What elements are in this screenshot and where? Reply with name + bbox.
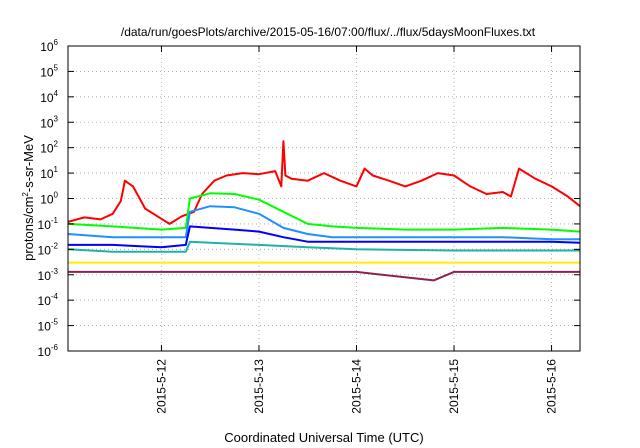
x-tick-label: 2015-5-14 [350,359,364,414]
y-tick-label: 100 [40,191,58,207]
y-tick-exponent: -2 [51,241,59,250]
y-tick-label: 106 [40,38,58,54]
x-axis-label: Coordinated Universal Time (UTC) [224,430,423,445]
y-axis-label-rest: -s-sr-MeV [21,135,36,192]
y-tick-base: 10 [38,320,52,334]
y-tick-exponent: 0 [54,191,59,200]
y-tick-exponent: 6 [54,38,59,47]
y-tick-base: 10 [38,294,52,308]
y-tick-exponent: 1 [54,165,59,174]
y-tick-exponent: 2 [54,140,59,149]
y-tick-exponent: -3 [51,267,59,276]
y-tick-base: 10 [40,167,54,181]
y-tick-exponent: -5 [51,318,59,327]
series-line-5 [67,240,580,253]
y-tick-label: 10-6 [38,343,59,359]
y-tick-label: 10-3 [38,267,59,283]
y-tick-base: 10 [38,243,52,257]
y-tick-base: 10 [40,142,54,156]
grid [68,46,580,351]
chart-title: /data/run/goesPlots/archive/2015-05-16/0… [121,25,536,39]
series-line-7 [68,270,580,282]
series-line-2 [67,192,581,233]
x-tick-label: 2015-5-13 [252,359,266,414]
y-tick-label: 10-2 [38,241,59,257]
series-line-4 [68,225,581,249]
y-tick-exponent: 5 [54,63,59,72]
y-tick-base: 10 [38,345,52,359]
y-axis: 10-610-510-410-310-210-11001011021031041… [38,38,580,359]
y-tick-label: 10-4 [38,292,59,308]
series-group [67,140,581,282]
x-axis: 2015-5-12 2015-5-13 2015-5-14 2015-5-15 2015… [154,46,559,414]
y-tick-label: 105 [40,63,58,79]
y-tick-exponent: -6 [51,343,59,352]
y-tick-label: 10-1 [38,216,59,232]
y-tick-exponent: 3 [54,114,59,123]
y-axis-label-sup: 2 [21,192,30,197]
x-tick-label: 2015-5-15 [447,359,461,414]
y-tick-base: 10 [40,193,54,207]
y-tick-base: 10 [38,269,52,283]
series-line-3 [67,205,580,241]
y-tick-base: 10 [40,116,54,130]
series-line-1 [67,140,581,225]
y-tick-base: 10 [40,40,54,54]
y-tick-label: 101 [40,165,58,181]
y-tick-base: 10 [40,91,54,105]
y-tick-exponent: -4 [51,292,59,301]
y-tick-label: 104 [40,89,58,105]
y-tick-label: 10-5 [38,318,59,334]
y-tick-exponent: 4 [54,89,59,98]
y-tick-base: 10 [40,65,54,79]
y-axis-label-base: protons/cm [21,197,36,261]
x-tick-label: 2015-5-16 [545,359,559,414]
y-tick-base: 10 [38,218,52,232]
y-axis-label: protons/cm2-s-sr-MeV [21,135,36,261]
y-tick-label: 102 [40,140,58,156]
y-tick-label: 103 [40,114,58,130]
x-tick-label: 2015-5-12 [154,359,168,414]
y-tick-exponent: -1 [51,216,59,225]
